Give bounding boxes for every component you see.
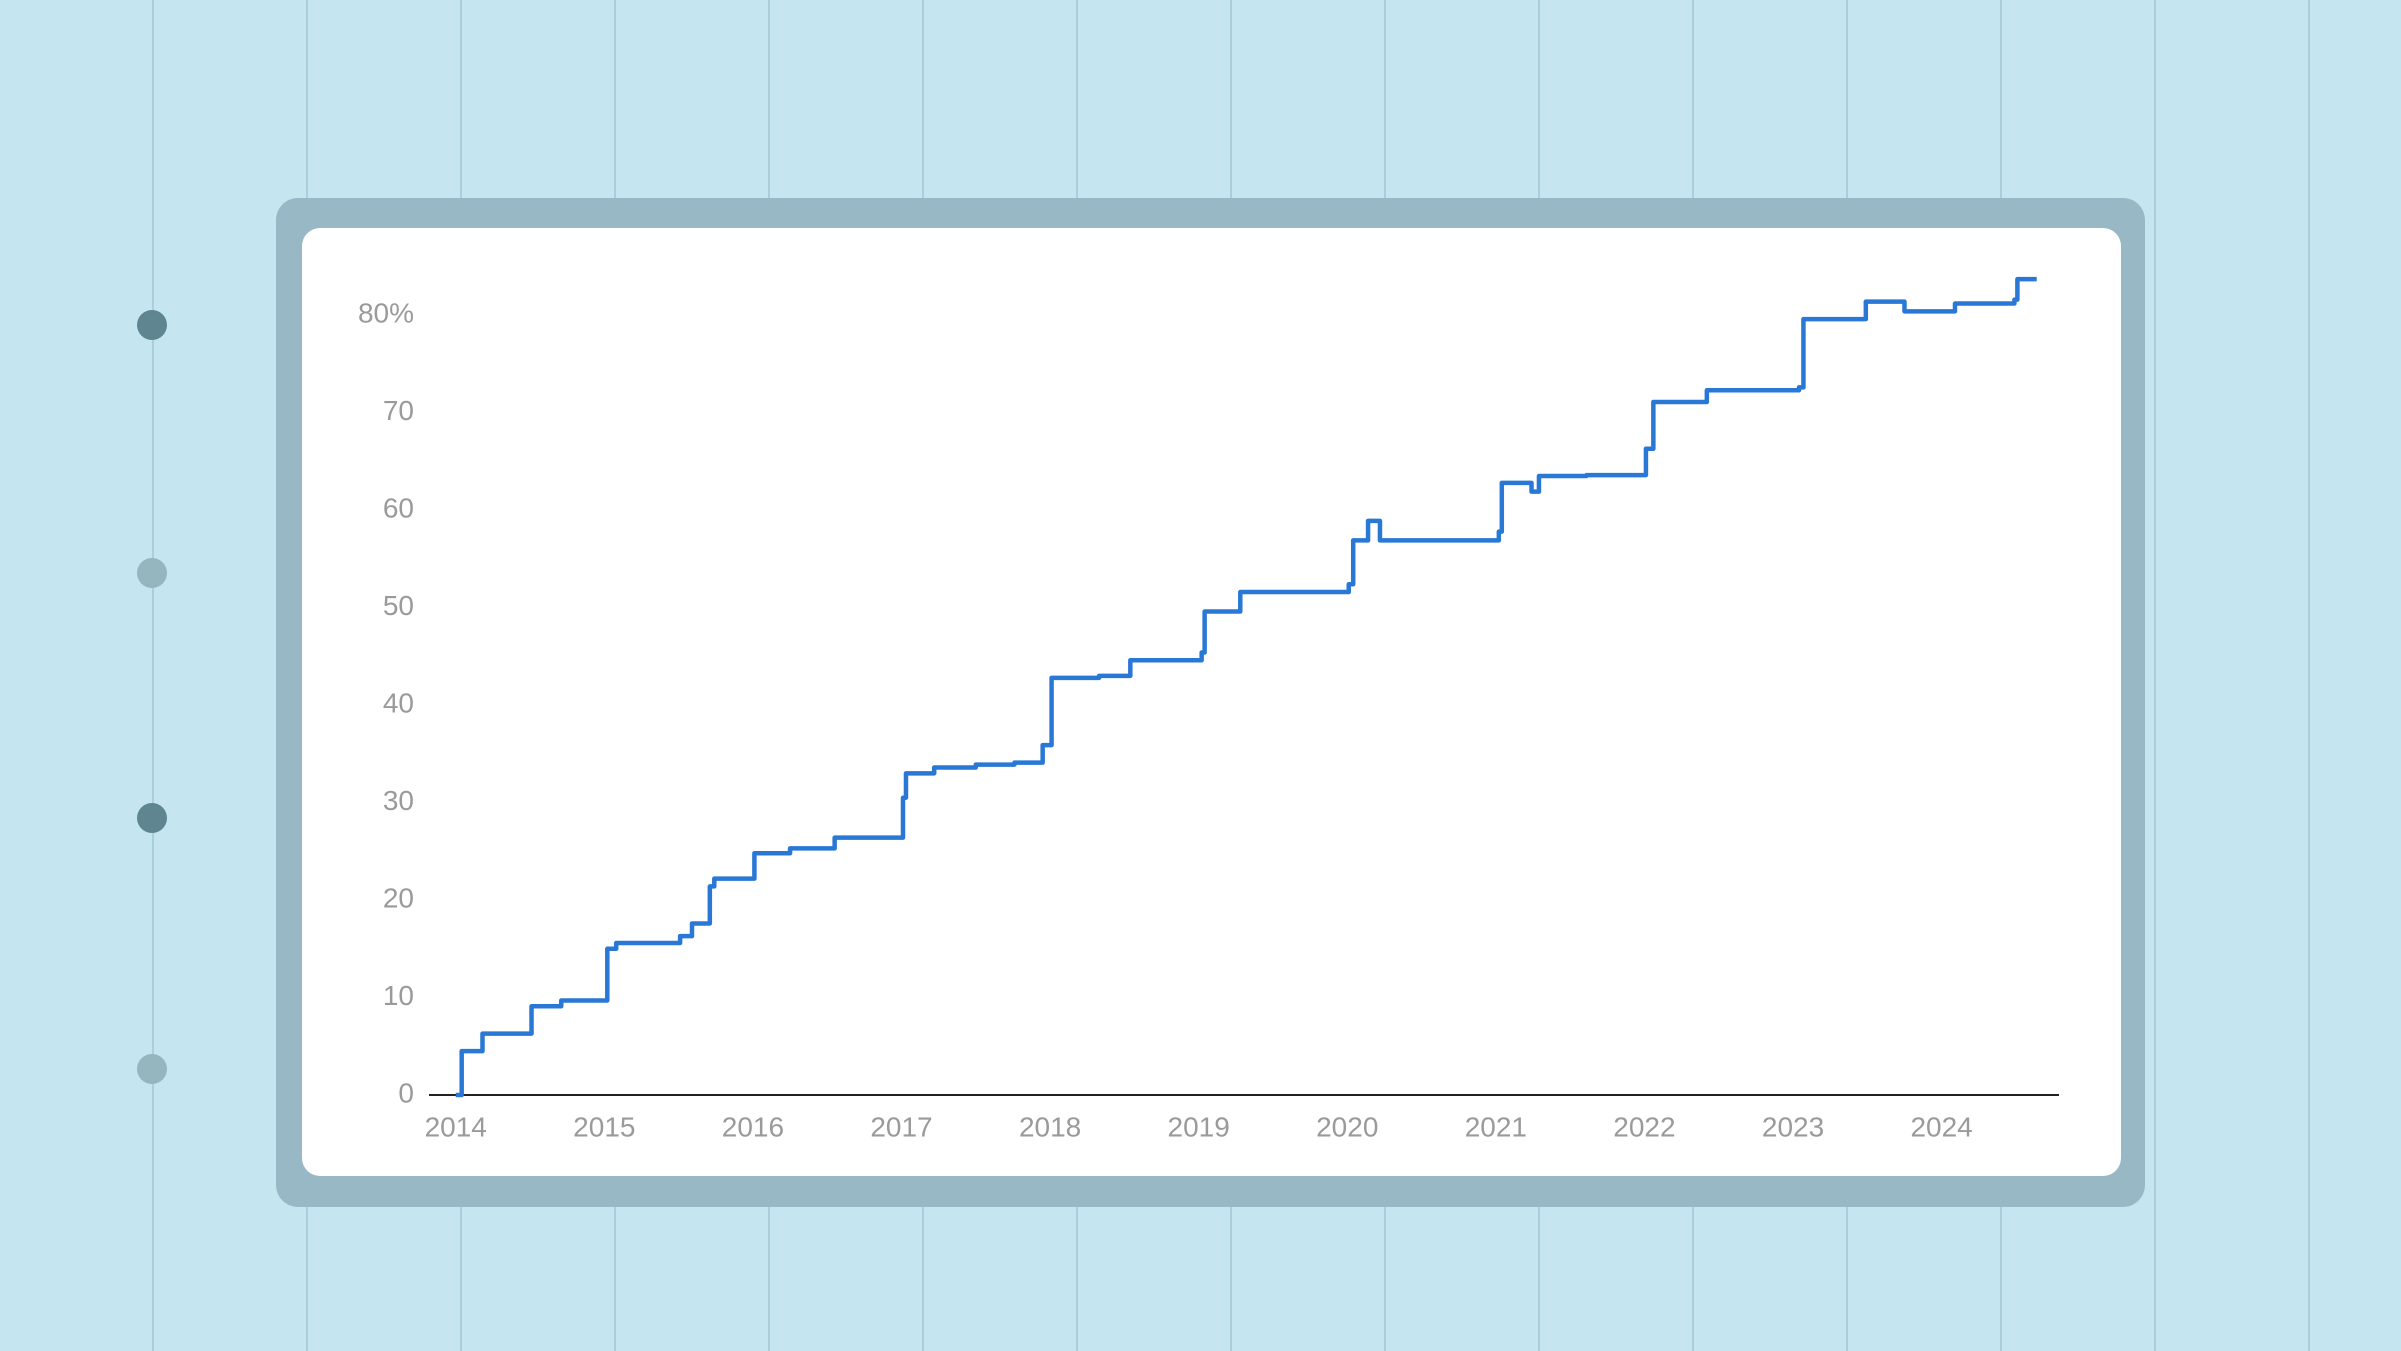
- nav-dot[interactable]: [137, 1054, 167, 1084]
- x-tick-label: 2022: [1613, 1111, 1675, 1142]
- x-tick-label: 2017: [870, 1111, 932, 1142]
- card: [302, 228, 2121, 1176]
- y-tick-label: 20: [383, 882, 414, 913]
- y-tick-label: 60: [383, 493, 414, 524]
- nav-dot[interactable]: [137, 803, 167, 833]
- x-tick-label: 2018: [1019, 1111, 1081, 1142]
- y-tick-label: 30: [383, 785, 414, 816]
- x-tick-label: 2014: [425, 1111, 487, 1142]
- x-tick-label: 2021: [1465, 1111, 1527, 1142]
- y-tick-label: 0: [398, 1077, 414, 1108]
- data-line: [455, 276, 2037, 1098]
- y-tick-label: 10: [383, 980, 414, 1011]
- y-tick-label: 40: [383, 688, 414, 719]
- y-tick-label: 80%: [358, 298, 414, 329]
- y-tick-label: 70: [383, 395, 414, 426]
- x-tick-label: 2015: [573, 1111, 635, 1142]
- nav-dot[interactable]: [137, 558, 167, 588]
- x-tick-label: 2019: [1168, 1111, 1230, 1142]
- x-tick-label: 2023: [1762, 1111, 1824, 1142]
- y-tick-label: 50: [383, 590, 414, 621]
- nav-dot[interactable]: [137, 310, 167, 340]
- x-tick-label: 2020: [1316, 1111, 1378, 1142]
- x-tick-label: 2024: [1910, 1111, 1972, 1142]
- x-tick-label: 2016: [722, 1111, 784, 1142]
